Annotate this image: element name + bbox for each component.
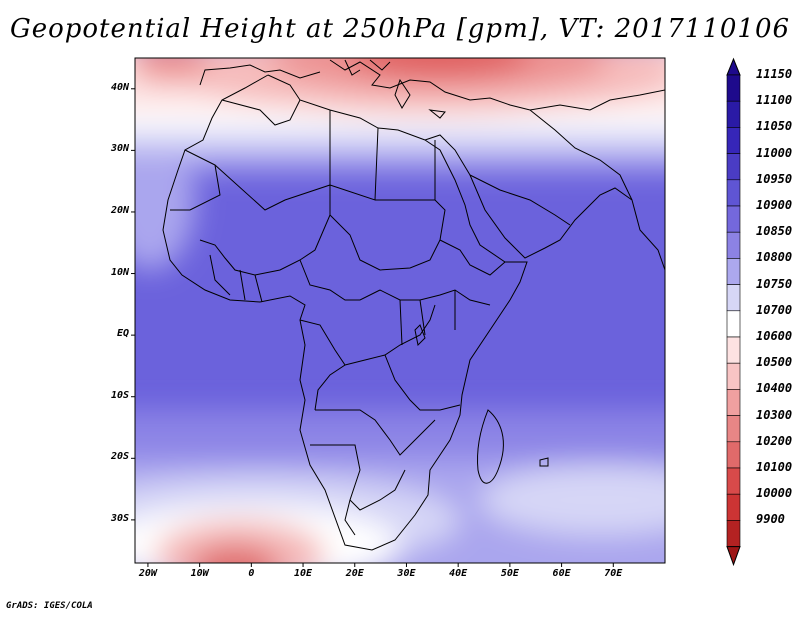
- colorbar-min-arrow: [726, 546, 741, 567]
- colorbar-label: 10850: [756, 224, 793, 239]
- colorbar-label: 10700: [756, 302, 793, 317]
- colorbar-label: 11050: [756, 119, 793, 134]
- colorbar-label: 10500: [756, 355, 793, 370]
- lon-tick-marks: [147, 563, 614, 567]
- colorbar-label: 9900: [756, 512, 785, 527]
- colorbar-label: 10300: [756, 407, 793, 422]
- colorbar-swatch: [726, 467, 741, 495]
- lat-tick-marks: [131, 88, 135, 521]
- lon-tick-label: 20E: [345, 568, 364, 579]
- colorbar-swatch: [726, 205, 741, 233]
- lon-tick-label: 50E: [500, 568, 519, 579]
- colorbar-swatch: [726, 415, 741, 443]
- lon-tick-label: 10W: [190, 568, 209, 579]
- lon-tick-label: 20W: [138, 568, 157, 579]
- colorbar-label: 10600: [756, 329, 793, 343]
- colorbar-swatch: [726, 127, 741, 154]
- colorbar-swatch: [726, 179, 741, 207]
- lat-tick-label: 10N: [110, 266, 129, 278]
- colorbar-swatch: [726, 336, 741, 364]
- height-field: [135, 58, 665, 563]
- lon-tick-label: 70E: [604, 568, 623, 579]
- colorbar-label: 10100: [756, 460, 793, 474]
- colorbar-max-arrow: [726, 57, 741, 76]
- colorbar-label: 10000: [756, 486, 793, 501]
- colorbar-swatch: [726, 389, 741, 416]
- plot-frame: [134, 57, 666, 564]
- colorbar-swatch: [726, 284, 741, 312]
- lon-tick-label: 40E: [449, 568, 468, 579]
- lat-tick-label: EQ: [116, 328, 129, 340]
- lat-tick-label: 30S: [110, 512, 129, 524]
- credit-text: GrADS: IGES/COLA: [6, 601, 93, 611]
- lon-tick-label: 30E: [397, 568, 416, 579]
- colorbar-label: 11150: [756, 67, 793, 81]
- lon-tick-label: 0: [248, 568, 255, 579]
- lat-tick-label: 10S: [110, 389, 129, 401]
- colorbar-label: 11100: [756, 93, 793, 108]
- colorbar-label: 10400: [756, 381, 793, 396]
- colorbar-label: 10950: [756, 171, 793, 186]
- colorbar-swatch: [726, 310, 741, 338]
- colorbar-swatch: [726, 258, 741, 285]
- colorbar-label: 10200: [756, 433, 793, 448]
- lat-tick-label: 30N: [110, 143, 129, 155]
- colorbar-label: 10800: [756, 250, 793, 265]
- colorbar-label: 11000: [756, 145, 793, 160]
- colorbar-swatch: [726, 100, 741, 128]
- colorbar-swatch: [726, 520, 741, 547]
- colorbar-swatch: [726, 493, 741, 521]
- lat-tick-label: 20S: [110, 451, 129, 463]
- colorbar: [726, 57, 741, 567]
- lon-tick-label: 10E: [294, 568, 313, 579]
- colorbar-swatch: [726, 74, 741, 102]
- colorbar-label: 10750: [756, 276, 793, 291]
- country-borders: [162, 59, 665, 551]
- lat-tick-label: 40N: [110, 81, 129, 93]
- colorbar-swatch: [726, 362, 741, 390]
- lon-tick-label: 60E: [552, 568, 571, 579]
- colorbar-swatch: [726, 441, 741, 469]
- colorbar-label: 10900: [756, 198, 793, 212]
- map-title: Geopotential Height at 250hPa [gpm], VT:…: [9, 14, 791, 44]
- lat-tick-label: 20N: [110, 204, 129, 216]
- colorbar-swatch: [726, 153, 741, 181]
- colorbar-swatch: [726, 231, 741, 259]
